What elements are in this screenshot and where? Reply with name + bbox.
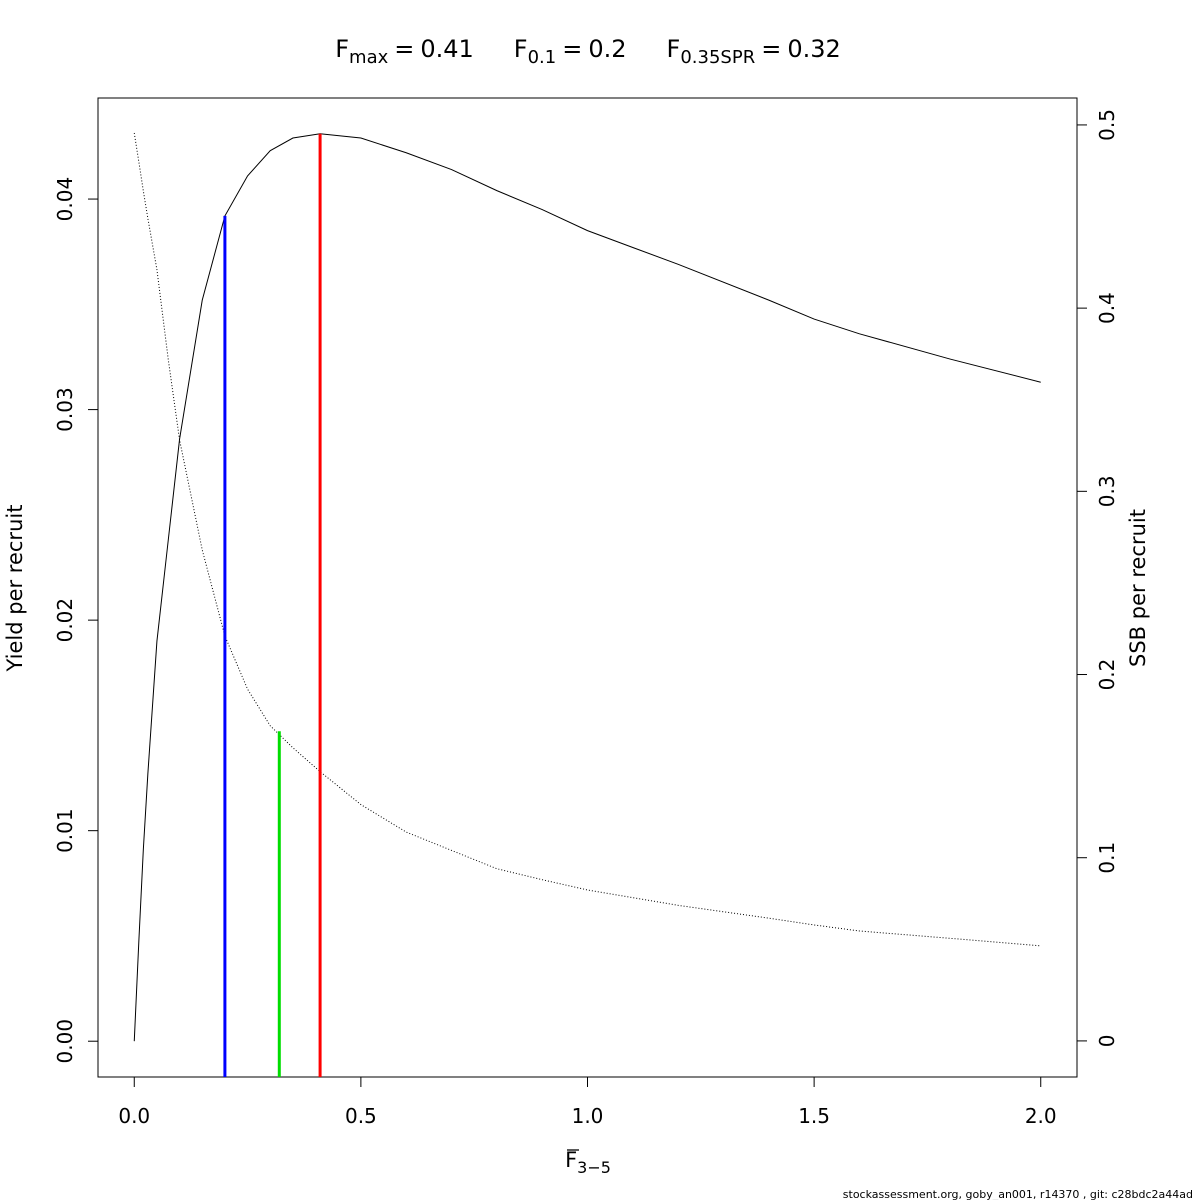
curve [133,133,1041,1042]
title-value: 0.41 [420,35,473,63]
x-tick-label: 1.0 [572,1104,604,1128]
y2-tick-label: 0 [1095,1035,1119,1048]
y2-tick-label: 0.1 [1095,842,1119,874]
x-label-symbol: F [565,1148,577,1172]
x-tick-label: 0.5 [345,1104,377,1128]
title-subscript: 0.1 [528,47,557,68]
y2-tick-label: 0.2 [1095,659,1119,691]
y-tick-label: 0.04 [53,177,77,222]
title-operator: = [562,35,582,63]
x-tick-label: 2.0 [1025,1104,1057,1128]
y2-tick-label: 0.5 [1095,109,1119,141]
title-operator: = [761,35,781,63]
title-operator: = [394,35,414,63]
x-tick-label: 1.5 [798,1104,830,1128]
y-tick-label: 0.01 [53,808,77,853]
y-tick-label: 0.00 [53,1019,77,1064]
y2-tick-label: 0.3 [1095,475,1119,507]
y-tick-label: 0.03 [53,387,77,432]
title-symbol: F [514,35,528,63]
title-symbol: F [667,35,681,63]
title-symbol: F [335,35,349,63]
y2-tick-label: 0.4 [1095,292,1119,324]
title-value: 0.32 [787,35,840,63]
y2-axis-label: SSB per recruit [1126,509,1150,667]
x-label-subscript: 3−5 [577,1158,611,1177]
x-axis-label: F3−5 [565,1148,611,1177]
y-tick-label: 0.02 [53,598,77,643]
title-subscript: 0.35SPR [680,47,755,68]
curve [133,132,1041,947]
y-axis-label: Yield per recruit [3,505,27,673]
plot-frame [97,97,1078,1078]
footer: stockassessment.org, goby_an001, r14370 … [843,1188,1193,1200]
x-tick-label: 0.0 [118,1104,150,1128]
chart-title: Fmax = 0.41 F0.1 = 0.2 F0.35SPR = 0.32 [335,35,841,68]
title-value: 0.2 [588,35,626,63]
title-subscript: max [349,47,389,68]
